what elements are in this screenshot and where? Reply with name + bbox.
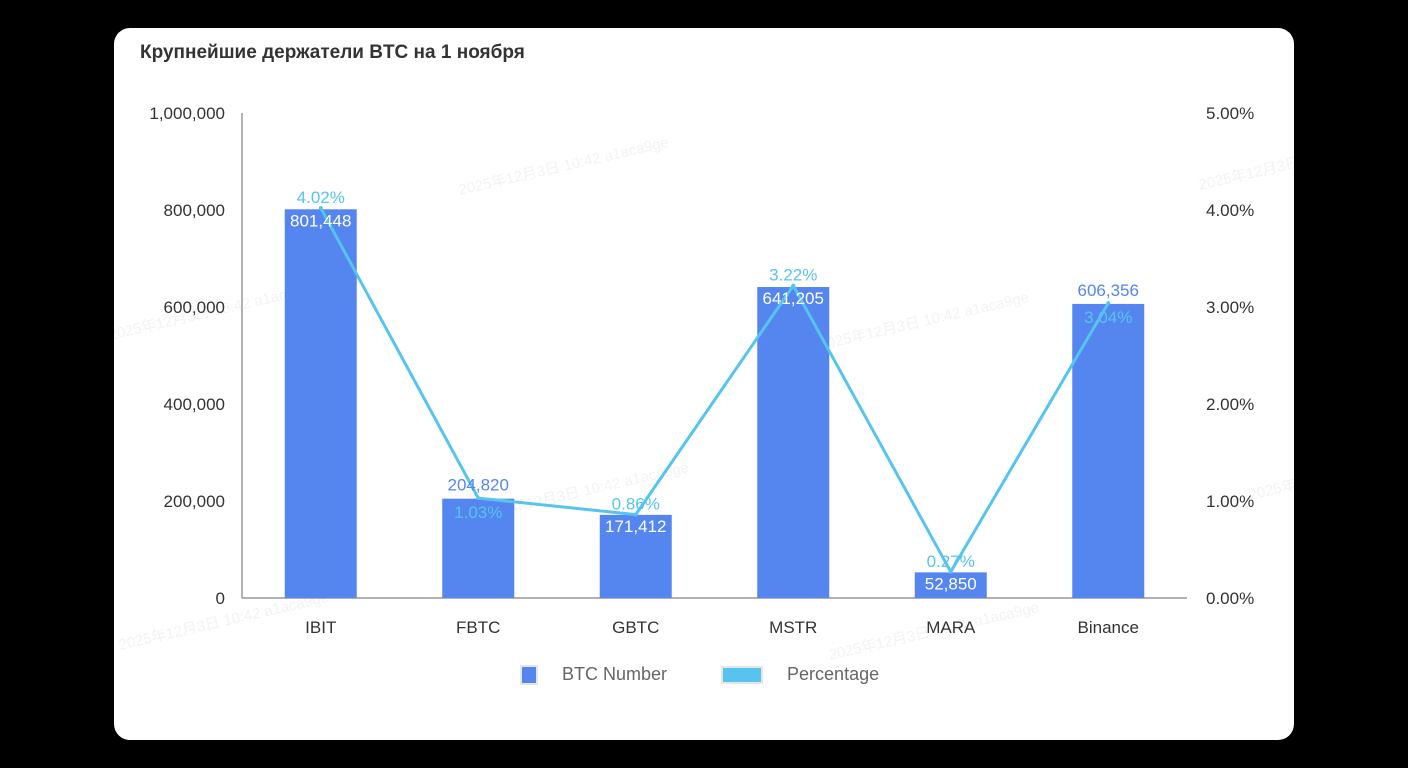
y-right-tick-label: 1.00% xyxy=(1206,492,1254,511)
x-tick-label: MARA xyxy=(926,618,976,637)
legend-swatch-percentage xyxy=(721,665,764,684)
y-left-tick-label: 1,000,000 xyxy=(149,104,225,123)
bar-value-label: 204,820 xyxy=(448,476,509,495)
percentage-point xyxy=(476,496,481,501)
y-left-tick-label: 400,000 xyxy=(164,395,225,414)
bar-value-label: 641,205 xyxy=(763,289,824,308)
percentage-label: 0.27% xyxy=(927,552,975,571)
bar-value-label: 171,412 xyxy=(605,517,666,536)
watermark: 2025年12月3日 10:42 a1aca9ge xyxy=(1197,129,1408,194)
y-left-tick-label: 800,000 xyxy=(164,201,225,220)
bar-fbtc xyxy=(442,498,515,598)
y-left-tick-label: 200,000 xyxy=(164,492,225,511)
x-tick-label: FBTC xyxy=(456,618,500,637)
y-right-tick-label: 5.00% xyxy=(1206,104,1254,123)
percentage-point xyxy=(1106,301,1111,306)
percentage-point xyxy=(791,283,796,288)
y-right-tick-label: 3.00% xyxy=(1206,298,1254,317)
percentage-label: 3.22% xyxy=(769,266,817,285)
y-right-tick-label: 0.00% xyxy=(1206,589,1254,608)
percentage-label: 0.86% xyxy=(612,495,660,514)
chart-title: Крупнейшие держатели BTC на 1 ноября xyxy=(140,42,525,63)
bar-value-label: 606,356 xyxy=(1078,281,1139,300)
bar-value-label: 52,850 xyxy=(925,574,977,593)
bar-binance xyxy=(1072,303,1145,598)
x-tick-label: MSTR xyxy=(769,618,817,637)
percentage-point xyxy=(948,569,953,574)
y-right-tick-label: 2.00% xyxy=(1206,395,1254,414)
legend-label: BTC Number xyxy=(562,664,668,684)
bar-mara xyxy=(914,572,987,598)
legend-item-btc-number[interactable]: BTC Number xyxy=(520,664,667,685)
y-left-tick-label: 0 xyxy=(216,589,225,608)
legend-label: Percentage xyxy=(787,664,880,684)
percentage-label: 4.02% xyxy=(297,188,345,207)
bar-ibit xyxy=(284,209,357,598)
y-right-tick-label: 4.00% xyxy=(1206,201,1254,220)
percentage-label: 1.03% xyxy=(454,503,502,522)
legend: BTC Number Percentage xyxy=(520,664,933,685)
watermark: 2025年12月3日 10:42 a1aca9ge xyxy=(817,289,1030,354)
percentage-line xyxy=(319,207,1110,574)
percentage-point xyxy=(633,512,638,517)
percentage-point xyxy=(318,206,323,211)
bar-value-label: 801,448 xyxy=(290,211,351,230)
bar-mstr xyxy=(757,287,830,598)
percentage-label: 3.04% xyxy=(1084,308,1132,327)
watermark: 2025年12月3日 10:42 a1aca9ge xyxy=(457,134,670,199)
x-tick-label: Binance xyxy=(1078,618,1139,637)
watermark: 2025年12月3日 10:42 a1aca9ge xyxy=(1247,439,1408,504)
legend-swatch-btc-number xyxy=(520,664,538,685)
x-tick-label: IBIT xyxy=(305,618,336,637)
bar-gbtc xyxy=(599,514,672,598)
y-left-tick-label: 600,000 xyxy=(164,298,225,317)
x-tick-label: GBTC xyxy=(612,618,659,637)
legend-item-percentage[interactable]: Percentage xyxy=(721,664,879,685)
